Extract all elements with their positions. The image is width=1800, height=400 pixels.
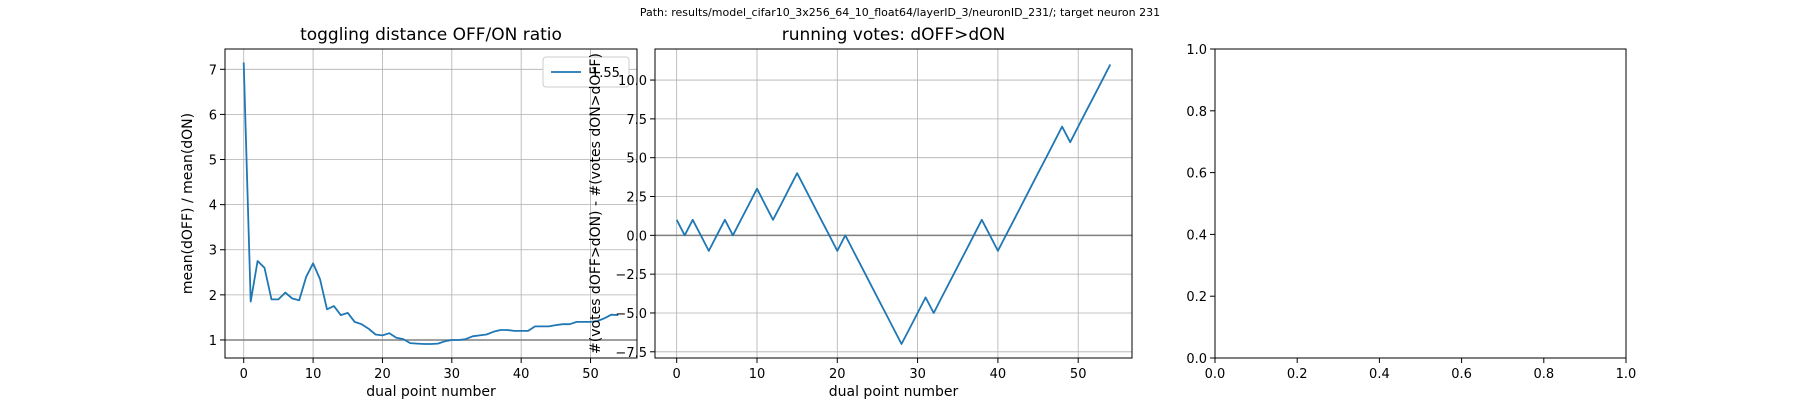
y-tick-label: 7.5 (626, 113, 647, 128)
x-tick-label: 0.4 (1369, 367, 1390, 382)
y-tick-label: 0.8 (1186, 105, 1207, 120)
votes-chart: 0 10 20 30 40 50 −7.5 −5.0 −2.5 0.0 2.5 5.0 7.5 10.0 r… (588, 25, 1133, 400)
y-tick-label: 1 (209, 334, 217, 349)
chart-title: running votes: dOFF>dON (782, 25, 1005, 45)
x-axis-label: dual point number (829, 384, 959, 400)
ratio-chart: 0 10 20 30 40 50 1 2 3 4 5 6 7 toggling distance OFF/… (180, 25, 638, 400)
y-tick-label: 0.4 (1186, 228, 1207, 243)
y-tick-label: 2 (209, 289, 217, 304)
x-tick-label: 0.6 (1451, 367, 1472, 382)
axes-frame (224, 48, 638, 359)
y-tick-label: 5.0 (626, 152, 647, 167)
y-tick-label: 3 (209, 244, 217, 259)
y-tick-label: 0.2 (1186, 290, 1207, 305)
legend-box (542, 56, 630, 88)
figure-suptitle: Path: results/model_cifar10_3x256_64_10_… (640, 6, 1160, 19)
x-tick-label: 40 (990, 367, 1007, 382)
y-tick-label: −2.5 (615, 268, 647, 283)
x-tick-label: 40 (513, 367, 530, 382)
x-tick-label: 1.0 (1616, 367, 1637, 382)
axes-frame (654, 48, 1133, 359)
x-tick-label: 50 (582, 367, 599, 382)
empty-chart: 0.0 0.2 0.4 0.6 0.8 1.0 0.0 0.2 0.4 0.6 0.8 1.0 (1186, 43, 1636, 382)
x-tick-label: 0 (673, 367, 681, 382)
x-tick-label: 20 (829, 367, 846, 382)
series-line (675, 64, 1112, 345)
x-tick-label: 10 (305, 367, 322, 382)
y-tick-label: 2.5 (626, 191, 647, 206)
y-axis-label: #(votes dOFF>dON) - #(votes dON>dOFF) (588, 53, 604, 354)
axes-frame (1214, 48, 1627, 359)
y-tick-label: 0.0 (626, 229, 647, 244)
y-tick-label: 6 (209, 108, 217, 123)
legend-label: 1.55 (591, 66, 620, 81)
y-tick-label: −7.5 (615, 346, 647, 361)
y-tick-label: 5 (209, 154, 217, 169)
x-tick-label: 20 (374, 367, 391, 382)
y-tick-label: 4 (209, 199, 217, 214)
y-tick-label: 0.6 (1186, 167, 1207, 182)
x-tick-label: 0.8 (1533, 367, 1554, 382)
x-tick-label: 30 (444, 367, 461, 382)
y-tick-label: −5.0 (615, 307, 647, 322)
x-tick-label: 50 (1070, 367, 1087, 382)
x-tick-label: 0 (240, 367, 248, 382)
x-tick-label: 30 (909, 367, 926, 382)
y-tick-label: 0.0 (1186, 352, 1207, 367)
series-line (242, 62, 619, 345)
y-tick-label: 10.0 (618, 74, 647, 89)
chart-title: toggling distance OFF/ON ratio (300, 25, 562, 45)
x-tick-label: 0.2 (1287, 367, 1308, 382)
y-axis-label: mean(dOFF) / mean(dON) (180, 113, 196, 294)
y-tick-label: 1.0 (1186, 43, 1207, 58)
x-axis-label: dual point number (366, 384, 496, 400)
x-tick-label: 10 (749, 367, 766, 382)
x-tick-label: 0.0 (1205, 367, 1226, 382)
y-tick-label: 7 (209, 63, 217, 78)
